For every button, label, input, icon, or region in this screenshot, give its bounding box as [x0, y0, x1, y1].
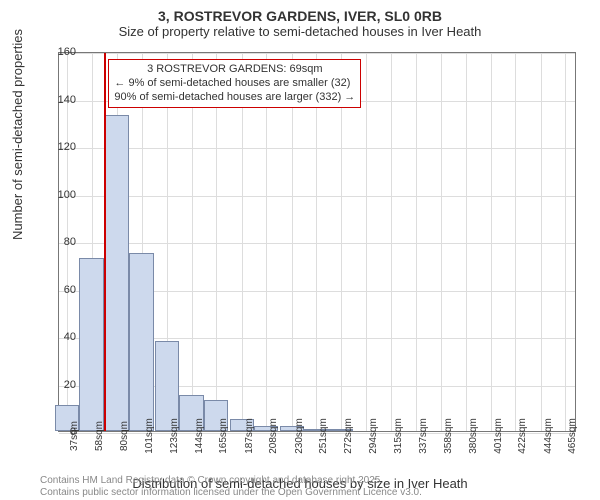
grid-line-v [242, 53, 243, 431]
y-tick-label: 60 [46, 284, 76, 296]
grid-line-v [565, 53, 566, 431]
y-tick-label: 120 [46, 141, 76, 153]
y-axis-label: Number of semi-detached properties [10, 29, 25, 240]
y-tick-label: 40 [46, 331, 76, 343]
grid-line-v [416, 53, 417, 431]
figure: 3, ROSTREVOR GARDENS, IVER, SL0 0RB Size… [0, 0, 600, 500]
grid-line-v [491, 53, 492, 431]
y-tick-label: 100 [46, 189, 76, 201]
x-tick-label: 444sqm [543, 418, 554, 454]
footer-line-2: Contains public sector information licen… [40, 487, 422, 499]
x-tick-label: 401sqm [493, 418, 504, 454]
chart-area: 3 ROSTREVOR GARDENS: 69sqm← 9% of semi-d… [58, 52, 576, 432]
x-tick-label: 101sqm [144, 418, 155, 454]
grid-line-v [391, 53, 392, 431]
annotation-line: 3 ROSTREVOR GARDENS: 69sqm [114, 63, 355, 77]
grid-line-v [292, 53, 293, 431]
x-tick-label: 230sqm [294, 418, 305, 454]
histogram-bar [105, 115, 129, 431]
histogram-bar [79, 258, 103, 431]
x-tick-label: 380sqm [468, 418, 479, 454]
grid-line-v [341, 53, 342, 431]
grid-line-v [192, 53, 193, 431]
y-tick-label: 140 [46, 94, 76, 106]
grid-line-v [216, 53, 217, 431]
chart-subtitle: Size of property relative to semi-detach… [0, 24, 600, 43]
x-tick-label: 144sqm [194, 418, 205, 454]
x-tick-label: 465sqm [567, 418, 578, 454]
grid-line-v [541, 53, 542, 431]
plot-area: 3 ROSTREVOR GARDENS: 69sqm← 9% of semi-d… [58, 52, 576, 432]
x-tick-label: 208sqm [268, 418, 279, 454]
x-tick-label: 80sqm [119, 421, 130, 451]
grid-line-v [266, 53, 267, 431]
x-tick-label: 251sqm [318, 418, 329, 454]
attribution-footer: Contains HM Land Registry data © Crown c… [40, 475, 422, 498]
x-tick-label: 37sqm [69, 421, 80, 451]
x-tick-label: 58sqm [94, 421, 105, 451]
y-tick-label: 80 [46, 236, 76, 248]
grid-line-v [316, 53, 317, 431]
x-tick-label: 337sqm [418, 418, 429, 454]
x-tick-label: 315sqm [393, 418, 404, 454]
x-tick-label: 165sqm [218, 418, 229, 454]
grid-line-v [515, 53, 516, 431]
annotation-box: 3 ROSTREVOR GARDENS: 69sqm← 9% of semi-d… [108, 59, 361, 108]
grid-line-v [441, 53, 442, 431]
annotation-line: ← 9% of semi-detached houses are smaller… [114, 77, 355, 91]
grid-line-v [366, 53, 367, 431]
footer-line-1: Contains HM Land Registry data © Crown c… [40, 475, 422, 487]
y-tick-label: 160 [46, 46, 76, 58]
x-tick-label: 358sqm [443, 418, 454, 454]
annotation-line: 90% of semi-detached houses are larger (… [114, 91, 355, 105]
x-tick-label: 187sqm [244, 418, 255, 454]
y-tick-label: 20 [46, 379, 76, 391]
grid-line-v [466, 53, 467, 431]
x-tick-label: 294sqm [368, 418, 379, 454]
chart-title: 3, ROSTREVOR GARDENS, IVER, SL0 0RB [0, 0, 600, 24]
x-tick-label: 422sqm [517, 418, 528, 454]
x-tick-label: 272sqm [343, 418, 354, 454]
reference-marker-line [104, 53, 106, 431]
x-tick-label: 123sqm [169, 418, 180, 454]
histogram-bar [129, 253, 153, 431]
